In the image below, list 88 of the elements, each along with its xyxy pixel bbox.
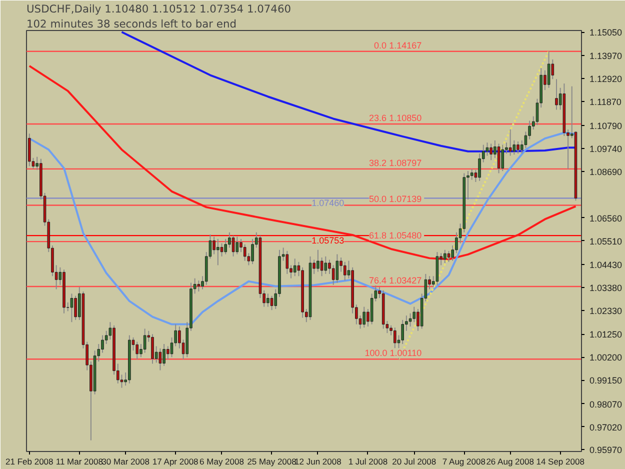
candlestick xyxy=(270,295,274,311)
candlestick xyxy=(151,334,154,364)
candlestick xyxy=(547,50,550,88)
candlestick xyxy=(336,254,339,284)
y-tick-label: 1.13970 xyxy=(590,51,622,62)
candlestick xyxy=(444,249,446,264)
x-tick-label: 7 Aug 2008 xyxy=(442,456,486,466)
line-series xyxy=(28,132,577,326)
y-tick-label: 1.00200 xyxy=(590,352,622,363)
ref-line-label: 23.6 1.10850 xyxy=(369,112,422,123)
x-tick-label: 14 Sep 2008 xyxy=(536,456,585,466)
ref-line-label: 50.0 1.07139 xyxy=(369,194,422,204)
candlestick xyxy=(143,328,146,354)
candlestick xyxy=(508,128,512,156)
line-series xyxy=(28,64,577,260)
candlestick xyxy=(240,238,242,253)
candlestick xyxy=(478,153,481,182)
y-tick-label: 0.98070 xyxy=(590,399,622,410)
candlestick xyxy=(216,238,220,266)
x-tick-label: 30 Mar 2008 xyxy=(102,456,150,466)
candlestick xyxy=(236,236,239,255)
y-tick-label: 1.03380 xyxy=(590,283,622,294)
ref-line-label: 1.05753 xyxy=(312,236,344,246)
candlestick xyxy=(243,244,246,262)
y-tick-label: 1.04430 xyxy=(590,260,622,270)
candlestick xyxy=(224,238,228,255)
candlestick xyxy=(320,257,324,277)
y-tick-label: 1.08690 xyxy=(590,166,622,177)
candlestick xyxy=(212,236,216,255)
ref-line-label: 0.0 1.14167 xyxy=(374,40,422,50)
chart-subtitle: 102 minutes 38 seconds left to bar end xyxy=(26,18,237,30)
candlestick xyxy=(136,341,139,360)
candlestick xyxy=(501,144,504,172)
y-tick-label: 1.09740 xyxy=(590,144,622,154)
candlestick xyxy=(555,78,558,110)
candlestick xyxy=(70,293,74,323)
candlestick xyxy=(101,334,104,354)
candlestick xyxy=(28,133,31,167)
y-tick-label: 1.10790 xyxy=(590,120,622,131)
y-tick-label: 1.12920 xyxy=(590,74,622,84)
candlestick xyxy=(286,250,289,274)
candlestick xyxy=(293,258,296,277)
candlestick xyxy=(455,232,458,254)
candlestick xyxy=(362,306,366,328)
x-tick-label: 20 Jul 2008 xyxy=(392,456,436,466)
candlestick xyxy=(343,261,346,282)
candlestick xyxy=(401,319,404,345)
ref-line-label: 38.2 1.08797 xyxy=(369,158,422,168)
candlestick xyxy=(332,264,335,286)
x-tick-label: 26 Aug 2008 xyxy=(486,456,534,466)
x-tick-label: 17 Apr 2008 xyxy=(152,456,199,466)
y-tick-label: 1.15050 xyxy=(590,28,622,38)
candlestick xyxy=(166,346,170,360)
ref-line-label: 61.8 1.05480 xyxy=(369,230,422,241)
chart-title: USDCHF,Daily 1.10480 1.10512 1.07354 1.07460 xyxy=(26,2,292,16)
candlestick xyxy=(497,143,500,174)
candlestick xyxy=(324,256,328,274)
candlestick xyxy=(162,344,166,366)
y-tick-label: 0.99150 xyxy=(590,376,622,386)
y-tick-label: 1.05510 xyxy=(590,236,622,246)
x-tick-label: 25 May 2008 xyxy=(247,456,297,466)
candlestick xyxy=(412,306,416,323)
y-tick-label: 1.02330 xyxy=(590,306,622,316)
candlestick xyxy=(470,168,474,180)
candlestick xyxy=(266,293,270,308)
x-tick-label: 12 Jun 2008 xyxy=(294,456,342,466)
candlestick xyxy=(516,140,520,154)
y-tick-label: 1.11870 xyxy=(590,97,622,108)
line-series xyxy=(120,31,577,152)
y-tick-label: 1.06560 xyxy=(590,213,622,224)
y-tick-label: 0.97020 xyxy=(590,422,622,432)
x-tick-label: 1 Jul 2008 xyxy=(348,456,388,466)
y-tick-label: 1.01250 xyxy=(590,330,622,340)
ref-line-label: 100.0 1.00110 xyxy=(364,348,422,358)
candlestick xyxy=(158,348,162,371)
candlestick xyxy=(251,238,254,265)
candlestick xyxy=(197,280,200,292)
candlestick xyxy=(232,235,235,257)
candlestick xyxy=(228,232,231,248)
y-tick-label: 0.95970 xyxy=(590,445,622,456)
x-tick-label: 6 May 2008 xyxy=(200,456,244,466)
candlestick xyxy=(316,249,320,272)
ref-line-label: 1.07460 xyxy=(312,198,344,208)
x-tick-label: 11 Mar 2008 xyxy=(56,456,104,466)
candlestick xyxy=(74,295,77,320)
ref-line-label: 76.4 1.03427 xyxy=(369,275,422,286)
x-tick-label: 21 Feb 2008 xyxy=(6,456,54,466)
candlestick xyxy=(490,143,492,161)
